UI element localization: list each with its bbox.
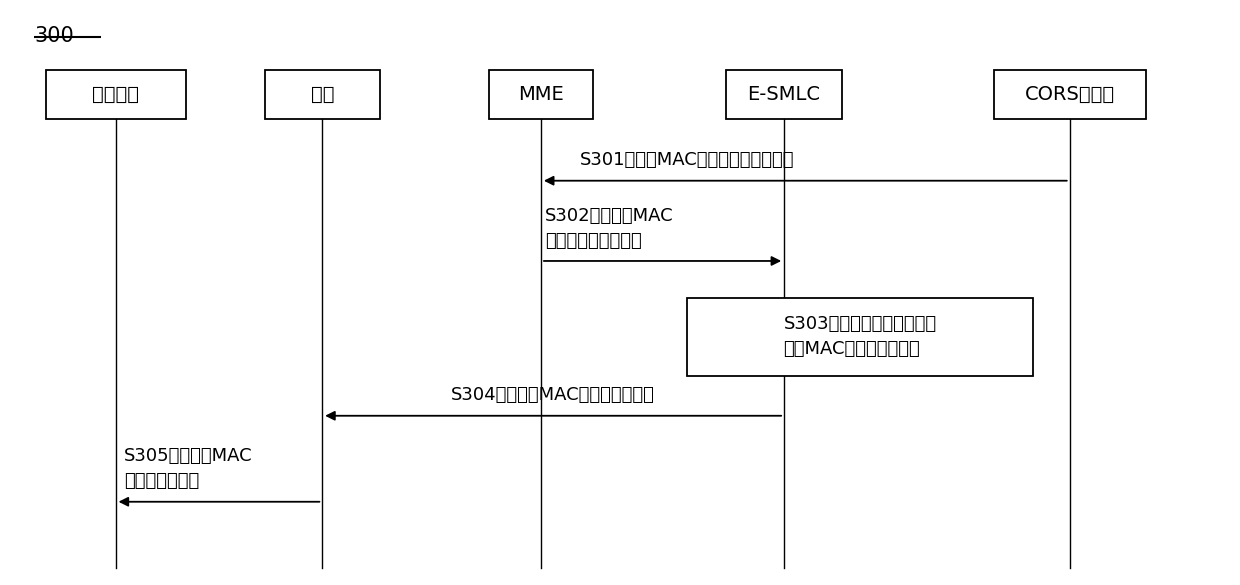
Text: MME: MME: [518, 85, 564, 104]
Text: 300: 300: [35, 26, 74, 46]
Text: 基站: 基站: [310, 85, 334, 104]
Text: S303、确定针对该基站的位
置的MAC单元差分改正数: S303、确定针对该基站的位 置的MAC单元差分改正数: [784, 315, 936, 359]
FancyBboxPatch shape: [490, 70, 593, 119]
Text: 移动终端: 移动终端: [92, 85, 139, 104]
Text: S302、转发该MAC
单元差分改正数集合: S302、转发该MAC 单元差分改正数集合: [544, 207, 673, 250]
Text: CORS中心站: CORS中心站: [1024, 85, 1115, 104]
FancyBboxPatch shape: [727, 70, 842, 119]
Text: S301、发送MAC单元差分改正数集合: S301、发送MAC单元差分改正数集合: [579, 152, 794, 169]
FancyBboxPatch shape: [46, 70, 186, 119]
FancyBboxPatch shape: [993, 70, 1146, 119]
Text: S305、广播该MAC
单元差分改正数: S305、广播该MAC 单元差分改正数: [124, 448, 253, 490]
FancyBboxPatch shape: [687, 298, 1033, 376]
Text: S304、发送该MAC单元差分改正数: S304、发送该MAC单元差分改正数: [451, 386, 655, 404]
Text: E-SMLC: E-SMLC: [748, 85, 821, 104]
FancyBboxPatch shape: [264, 70, 379, 119]
